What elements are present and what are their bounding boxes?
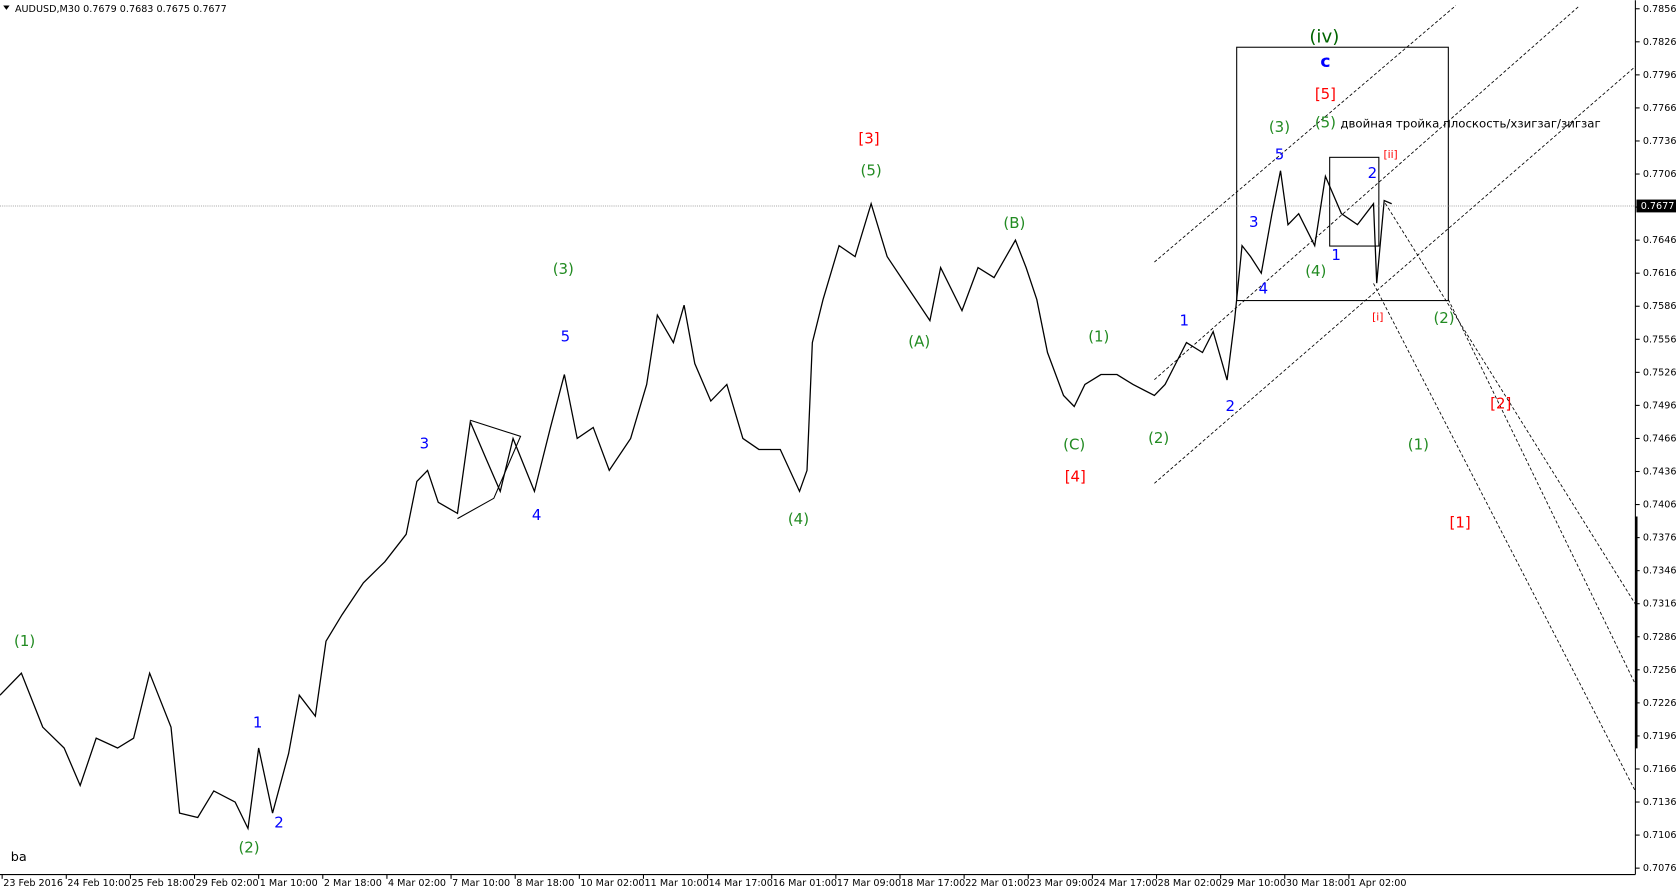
triangle xyxy=(457,419,522,520)
wave-label: 5 xyxy=(1275,146,1285,164)
x-tick-label: 10 Mar 02:00 xyxy=(580,878,644,889)
y-tick-label: 0.7736 xyxy=(1643,136,1676,147)
y-tick-label: 0.7166 xyxy=(1643,764,1676,775)
y-tick-label: 0.7406 xyxy=(1643,500,1676,511)
wave-label: (4) xyxy=(1305,262,1326,280)
last-price-label: 0.7677 xyxy=(1641,201,1675,212)
wave-label: c xyxy=(1320,52,1330,72)
wave-label: (iv) xyxy=(1309,27,1339,48)
wave-label: 2 xyxy=(1226,397,1236,415)
x-tick-label: 23 Mar 09:00 xyxy=(1029,878,1093,889)
wave-label: [4] xyxy=(1065,467,1086,485)
wave-label: 4 xyxy=(1259,279,1269,297)
wave-label: [2] xyxy=(1490,395,1511,413)
channel-lines xyxy=(1154,5,1636,792)
wave-label: 3 xyxy=(1249,213,1259,231)
wave-label: (B) xyxy=(1003,214,1025,232)
y-tick-label: 0.7466 xyxy=(1643,433,1676,444)
x-tick-label: 29 Feb 02:00 xyxy=(196,878,259,889)
wave-label: двойная тройка плоскость/хзигзаг/зигзаг xyxy=(1340,117,1600,131)
y-tick-label: 0.7586 xyxy=(1643,301,1676,312)
y-tick-label: 0.7556 xyxy=(1643,334,1676,345)
wave-label: [1] xyxy=(1449,513,1470,531)
wave-label: 2 xyxy=(274,814,284,832)
x-tick-label: 30 Mar 18:00 xyxy=(1286,878,1350,889)
x-tick-label: 28 Mar 02:00 xyxy=(1158,878,1222,889)
wave-label: 1 xyxy=(253,713,263,731)
wave-label: (2) xyxy=(1433,309,1454,327)
x-tick-label: 23 Feb 2016 xyxy=(3,878,63,889)
y-tick-label: 0.7706 xyxy=(1643,169,1676,180)
y-tick-label: 0.7376 xyxy=(1643,533,1676,544)
x-tick-label: 14 Mar 17:00 xyxy=(709,878,773,889)
y-tick-label: 0.7106 xyxy=(1643,830,1676,841)
wave-label: (C) xyxy=(1063,435,1085,453)
wave-label: (1) xyxy=(1408,435,1429,453)
y-tick-label: 0.7136 xyxy=(1643,797,1676,808)
wave-label: 5 xyxy=(561,327,571,345)
wave-label: (2) xyxy=(238,838,259,856)
corner-label: ba xyxy=(11,850,27,865)
wave-label: (5) xyxy=(1315,114,1336,132)
wave-label: 3 xyxy=(420,434,430,452)
wave-label: [3] xyxy=(858,130,879,148)
y-tick-label: 0.7646 xyxy=(1643,235,1676,246)
y-tick-label: 0.7436 xyxy=(1643,467,1676,478)
wave-label: (4) xyxy=(788,510,809,528)
x-tick-label: 1 Apr 02:00 xyxy=(1350,878,1407,889)
wave-label: (1) xyxy=(14,632,35,650)
x-tick-label: 22 Mar 01:00 xyxy=(965,878,1029,889)
x-tick-label: 24 Mar 17:00 xyxy=(1093,878,1157,889)
x-tick-label: 25 Feb 18:00 xyxy=(131,878,194,889)
wave-box-small xyxy=(1329,156,1380,247)
wave-label: 1 xyxy=(1331,246,1341,264)
x-tick-label: 4 Mar 02:00 xyxy=(388,878,446,889)
price-line xyxy=(0,170,1392,831)
x-tick-label: 7 Mar 10:00 xyxy=(452,878,510,889)
y-tick-label: 0.7796 xyxy=(1643,70,1676,81)
y-tick-label: 0.7526 xyxy=(1643,367,1676,378)
y-tick-label: 0.7256 xyxy=(1643,665,1676,676)
y-tick-label: 0.7826 xyxy=(1643,37,1676,48)
x-tick-label: 24 Feb 10:00 xyxy=(67,878,130,889)
last-price-box xyxy=(1636,199,1676,213)
wave-label: (2) xyxy=(1148,429,1169,447)
x-tick-label: 8 Mar 18:00 xyxy=(516,878,574,889)
x-tick-label: 29 Mar 10:00 xyxy=(1222,878,1286,889)
x-tick-label: 16 Mar 01:00 xyxy=(773,878,837,889)
x-tick-label: 1 Mar 10:00 xyxy=(260,878,318,889)
wave-label: (A) xyxy=(908,333,930,351)
wave-label: (3) xyxy=(553,260,574,278)
y-tick-label: 0.7496 xyxy=(1643,400,1676,411)
wave-label: [ii] xyxy=(1383,148,1397,161)
wave-label: 4 xyxy=(532,506,542,524)
wave-label: 1 xyxy=(1180,311,1190,329)
y-tick-label: 0.7346 xyxy=(1643,566,1676,577)
y-tick-label: 0.7316 xyxy=(1643,599,1676,610)
wave-label: (1) xyxy=(1088,327,1109,345)
x-tick-label: 18 Mar 17:00 xyxy=(901,878,965,889)
y-tick-label: 0.7616 xyxy=(1643,268,1676,279)
y-tick-label: 0.7076 xyxy=(1643,863,1676,874)
x-tick-label: 17 Mar 09:00 xyxy=(837,878,901,889)
wave-label: [5] xyxy=(1315,85,1336,103)
chart-title: AUDUSD,M30 0.7679 0.7683 0.7675 0.7677 xyxy=(15,4,227,15)
wave-box xyxy=(1236,46,1449,302)
y-tick-label: 0.7196 xyxy=(1643,731,1676,742)
wave-label: 2 xyxy=(1368,164,1378,182)
wave-label: (3) xyxy=(1269,118,1290,136)
y-tick-label: 0.7856 xyxy=(1643,4,1676,15)
y-tick-label: 0.7226 xyxy=(1643,698,1676,709)
wave-label: [i] xyxy=(1372,311,1383,324)
y-tick-label: 0.7286 xyxy=(1643,632,1676,643)
x-tick-label: 2 Mar 18:00 xyxy=(324,878,382,889)
x-tick-label: 11 Mar 10:00 xyxy=(645,878,709,889)
y-tick-label: 0.7766 xyxy=(1643,103,1676,114)
wave-label: (5) xyxy=(861,162,882,180)
menu-arrow[interactable] xyxy=(3,5,10,10)
